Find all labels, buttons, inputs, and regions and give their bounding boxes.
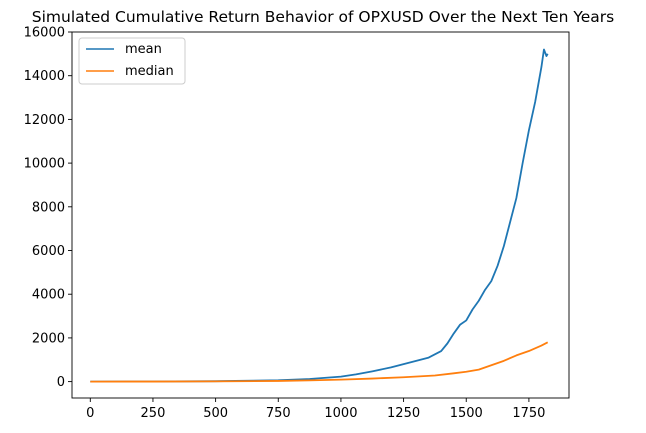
x-tick-label: 1250 [387, 406, 420, 421]
chart-title: Simulated Cumulative Return Behavior of … [32, 8, 614, 26]
x-tick-label: 1500 [450, 406, 483, 421]
y-tick-label: 10000 [24, 157, 65, 172]
x-tick-label: 500 [203, 406, 228, 421]
y-tick-label: 0 [57, 375, 65, 390]
x-axis: 0 250 500 750 1000 1250 1500 1750 [86, 398, 545, 421]
y-axis: 0 2000 4000 6000 8000 10000 12000 14000 16000 [24, 26, 72, 390]
y-tick-label: 4000 [32, 288, 65, 303]
y-tick-label: 12000 [24, 113, 65, 128]
y-tick-label: 2000 [32, 331, 65, 346]
x-tick-label: 250 [141, 406, 166, 421]
x-tick-label: 750 [266, 406, 291, 421]
y-tick-label: 6000 [32, 244, 65, 259]
y-tick-label: 8000 [32, 200, 65, 215]
y-tick-label: 14000 [24, 69, 65, 84]
legend: mean median [78, 37, 186, 85]
plot-lines [90, 48, 549, 383]
x-tick-label: 0 [86, 406, 94, 421]
x-tick-label: 1750 [512, 406, 545, 421]
plot-frame [71, 31, 570, 399]
legend-label-mean: mean [125, 42, 162, 57]
legend-label-median: median [125, 64, 174, 79]
y-tick-label: 16000 [24, 26, 65, 41]
series-line-mean [90, 48, 549, 383]
series-line-median [90, 341, 549, 383]
x-tick-label: 1000 [324, 406, 357, 421]
